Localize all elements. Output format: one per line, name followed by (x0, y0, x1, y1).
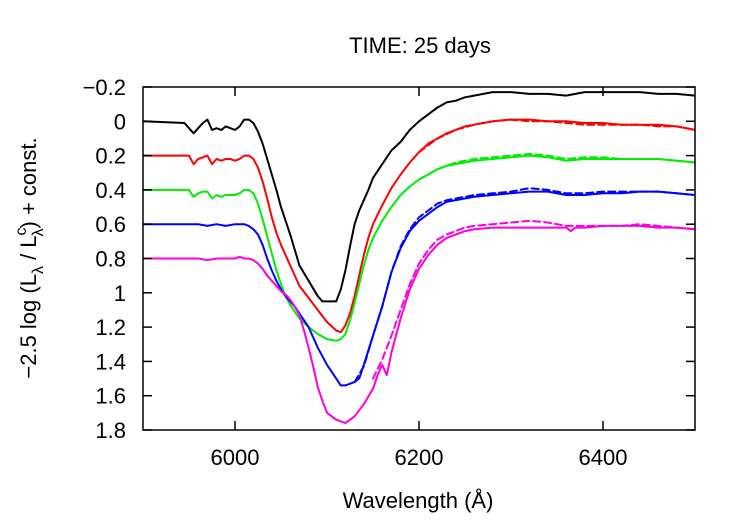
series-line-7 (143, 224, 695, 425)
y-tick-label: −0.2 (83, 75, 126, 100)
x-tick-label: 6200 (395, 445, 444, 470)
y-tick-label: 0 (114, 109, 126, 134)
svg-text:−2.5 log (Lλ / Lcλ) + const.: −2.5 log (Lλ / Lcλ) + const. (13, 137, 47, 378)
ticks-layer: 6000 6200 6400 −0.2 0 0.2 0.4 0.6 0.8 1 1.2 1.4 1.6 1… (83, 75, 695, 470)
x-tick-label: 6000 (211, 445, 260, 470)
series-line-dashed-8 (372, 219, 695, 380)
y-tick-label: 1.6 (95, 384, 126, 409)
y-axis-label-sub2: λ (30, 228, 47, 236)
series-line-5 (143, 190, 695, 387)
series-line-dashed-6 (353, 187, 695, 383)
series-line-dashed-2 (418, 118, 695, 154)
y-tick-label: 1 (114, 281, 126, 306)
y-tick-label: 0.8 (95, 247, 126, 272)
series-line-0 (143, 91, 695, 303)
y-axis-label-suffix: ) + const. (16, 137, 41, 228)
y-tick-label: 1.4 (95, 349, 126, 374)
x-tick-label: 6400 (579, 445, 628, 470)
x-axis-label: Wavelength (Å) (343, 488, 494, 513)
series-layer (143, 91, 695, 425)
y-axis-label-prefix: −2.5 log (L (16, 274, 41, 379)
y-axis-label: −2.5 log (Lλ / Lcλ) + const. (13, 137, 47, 378)
y-tick-label: 0.4 (95, 178, 126, 203)
y-tick-label: 0.6 (95, 212, 126, 237)
chart-title: TIME: 25 days (349, 33, 491, 58)
series-line-dashed-4 (418, 152, 695, 181)
y-axis-label-mid: / L (16, 235, 41, 266)
y-axis-label-sub1: λ (30, 266, 47, 274)
y-tick-label: 0.2 (95, 144, 126, 169)
series-line-3 (143, 154, 695, 342)
y-axis-label-sup: c (13, 227, 30, 235)
y-tick-label: 1.8 (95, 418, 126, 443)
plot-frame (142, 86, 696, 431)
y-tick-label: 1.2 (95, 315, 126, 340)
